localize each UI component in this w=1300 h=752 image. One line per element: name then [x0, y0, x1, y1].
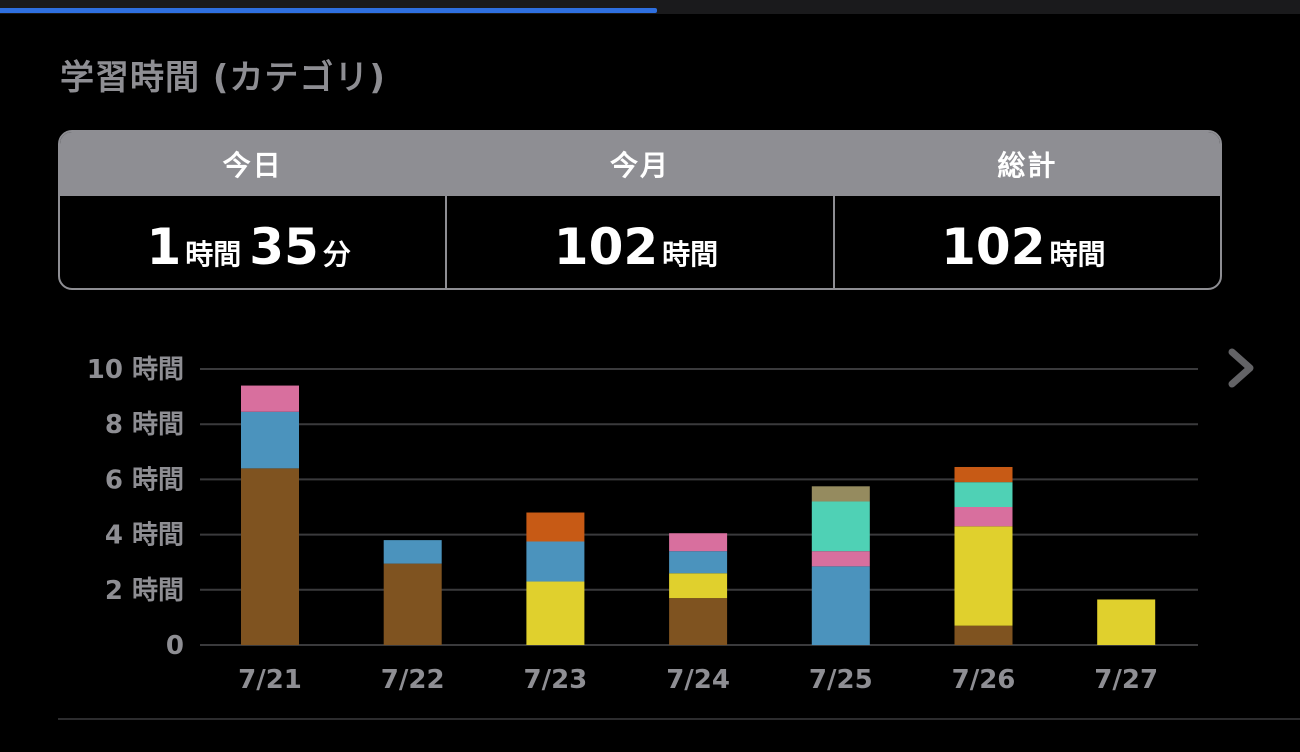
x-tick-label: 7/26 — [952, 665, 1016, 695]
summary-table: 今日 1 時間 35 分 今月 102 時間 総計 102 時間 — [58, 130, 1222, 290]
y-tick-label: 6 時間 — [105, 465, 184, 495]
summary-total: 総計 102 時間 — [832, 132, 1220, 288]
month-hours: 102 — [553, 218, 659, 276]
bar-segment — [811, 501, 870, 552]
bar-segment — [669, 573, 728, 599]
x-tick-label: 7/22 — [381, 665, 445, 695]
summary-today-value: 1 時間 35 分 — [60, 196, 445, 288]
bar-segment — [954, 526, 1013, 626]
summary-month-label: 今月 — [447, 132, 833, 196]
y-tick-label: 0 — [166, 631, 184, 661]
bar-segment — [241, 411, 299, 469]
chevron-right-icon[interactable] — [1226, 346, 1256, 390]
total-hours-unit: 時間 — [1049, 238, 1106, 271]
bar-segment — [811, 551, 870, 567]
bar-segment — [241, 468, 299, 645]
bar-segment — [954, 507, 1013, 527]
x-tick-label: 7/24 — [666, 665, 730, 695]
bar-segment — [954, 466, 1013, 483]
bar-segment — [811, 566, 870, 645]
summary-today-label: 今日 — [60, 132, 446, 196]
total-hours: 102 — [941, 218, 1046, 276]
summary-total-value: 102 時間 — [835, 196, 1220, 288]
bar-segment — [383, 563, 442, 645]
bar-segment — [383, 540, 442, 564]
bar-segment — [669, 598, 728, 645]
bar-segment — [669, 551, 728, 574]
summary-month: 今月 102 時間 — [445, 132, 833, 288]
bar-segment — [811, 486, 870, 502]
month-hours-unit: 時間 — [662, 238, 719, 271]
today-hours: 1 — [146, 218, 182, 276]
y-tick-label: 2 時間 — [105, 576, 184, 606]
x-tick-label: 7/27 — [1094, 665, 1158, 695]
bar-segment — [954, 482, 1013, 507]
y-tick-label: 4 時間 — [105, 521, 184, 551]
summary-total-label: 総計 — [834, 132, 1220, 196]
bar-segment — [1097, 599, 1156, 645]
page-title: 学習時間 (カテゴリ) — [60, 58, 386, 98]
today-hours-unit: 時間 — [185, 238, 242, 271]
today-minutes: 35 — [249, 218, 319, 276]
bar-segment — [954, 625, 1013, 645]
top-progress-bar — [0, 8, 657, 13]
y-tick-label: 10 時間 — [87, 355, 184, 385]
summary-today: 今日 1 時間 35 分 — [60, 132, 446, 288]
bar-segment — [669, 533, 728, 552]
bar-segment — [526, 512, 585, 542]
top-progress-track — [0, 0, 1300, 14]
x-tick-label: 7/25 — [809, 665, 873, 695]
x-tick-label: 7/23 — [524, 665, 588, 695]
today-minutes-unit: 分 — [322, 238, 351, 271]
x-tick-label: 7/21 — [238, 665, 302, 695]
bar-segment — [526, 541, 585, 582]
bar-segment — [526, 581, 585, 645]
summary-month-value: 102 時間 — [447, 196, 832, 288]
y-tick-label: 8 時間 — [105, 410, 184, 440]
bar-segment — [241, 385, 299, 412]
divider — [58, 718, 1300, 720]
